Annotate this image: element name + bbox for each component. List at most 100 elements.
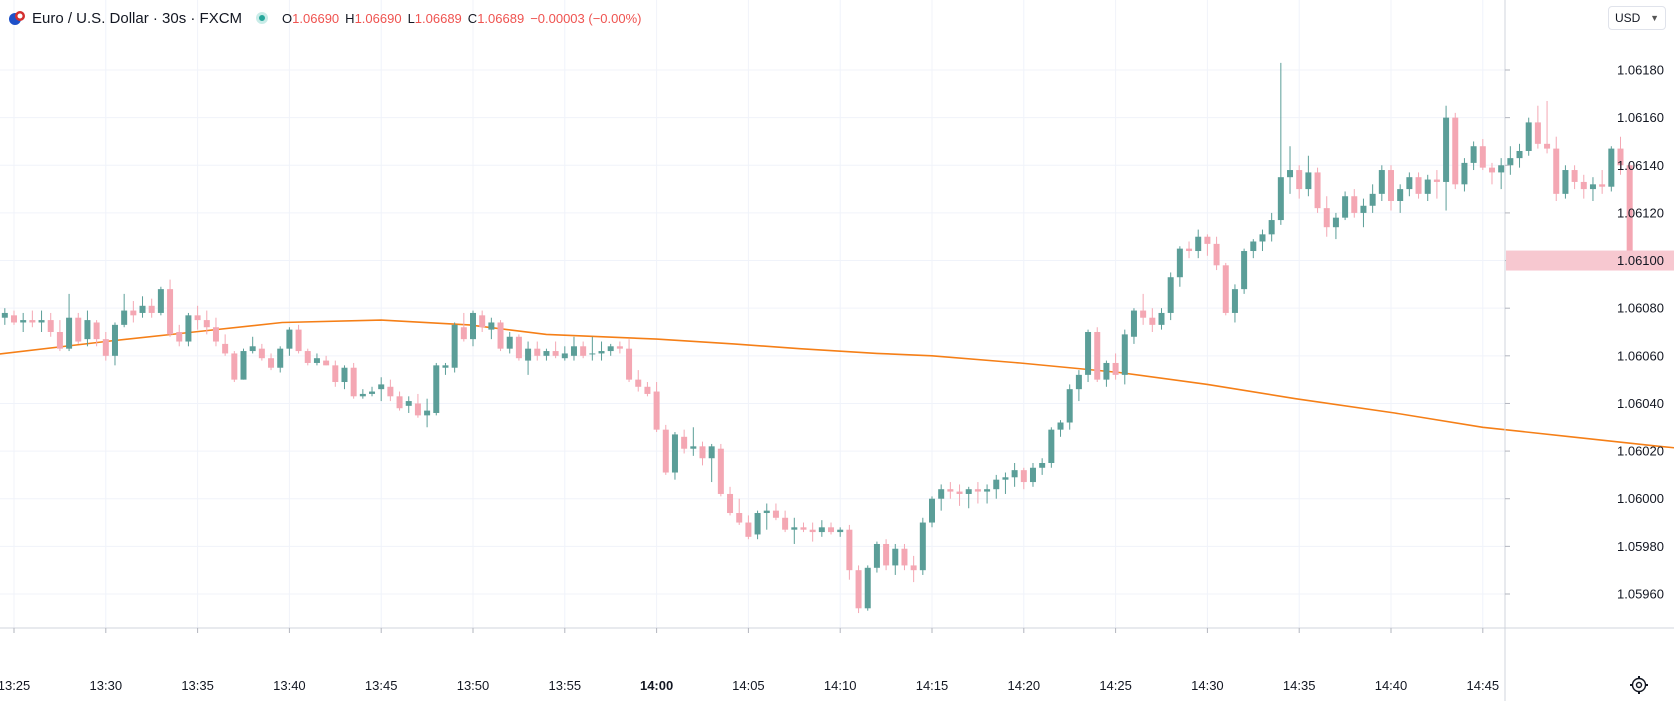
candle-body [864, 567, 871, 609]
y-tick-label: 1.06140 [1617, 158, 1664, 173]
candle-body [1406, 177, 1413, 190]
candle-body [1112, 362, 1119, 375]
ohlc-open: O1.06690 [282, 10, 340, 26]
candle-body [846, 529, 853, 571]
candle-body [929, 498, 935, 523]
candle-body [414, 403, 421, 416]
candle-body [736, 513, 743, 523]
candle-body [323, 360, 330, 366]
candle-body [359, 393, 366, 397]
candle-body [1195, 236, 1202, 252]
candle-body [176, 332, 183, 342]
x-tick-label: 13:30 [90, 678, 123, 693]
candle-body [1296, 170, 1303, 190]
candle-body [332, 365, 339, 383]
candle-body [1176, 248, 1183, 278]
candle-body [111, 324, 118, 356]
candle-body [1553, 148, 1560, 194]
candle-body [589, 353, 596, 355]
candle-body [497, 322, 504, 349]
candle-body [754, 513, 761, 535]
euro-dollar-flag-icon[interactable] [8, 9, 26, 27]
candle-body [1158, 312, 1165, 325]
candle-body [1599, 184, 1606, 187]
candle-body [304, 351, 311, 363]
candle-body [1571, 170, 1578, 182]
candle-body [919, 522, 926, 571]
currency-selector[interactable]: USD ▼ [1608, 6, 1666, 30]
candle-body [1332, 217, 1339, 228]
candle-body [837, 529, 844, 533]
candle-body [616, 346, 623, 349]
candle-body [901, 548, 908, 566]
chevron-down-icon: ▼ [1650, 13, 1659, 23]
candle-body [1433, 179, 1440, 182]
candle-body [378, 384, 385, 390]
x-tick-label: 14:45 [1467, 678, 1500, 693]
candle-body [938, 489, 945, 499]
x-tick-label: 13:50 [457, 678, 490, 693]
candle-body [56, 332, 63, 349]
candle-body [66, 317, 73, 349]
settings-gear-icon[interactable] [1628, 674, 1650, 696]
candle-body [1617, 148, 1624, 166]
candle-body [782, 517, 789, 530]
candle-body [231, 353, 238, 380]
candle-body [121, 310, 128, 325]
symbol-title[interactable]: Euro / U.S. Dollar · 30s · FXCM [32, 9, 243, 27]
candle-body [1479, 146, 1486, 168]
candle-body [708, 446, 715, 459]
candle-body [644, 386, 651, 394]
candle-body [1360, 205, 1367, 213]
candle-body [1534, 122, 1541, 144]
candle-body [570, 346, 577, 356]
moving-average-layer [0, 319, 1674, 449]
x-tick-label: 14:05 [732, 678, 765, 693]
candle-body [1002, 477, 1009, 480]
candle-body [1186, 248, 1193, 252]
y-tick-label: 1.06120 [1617, 205, 1664, 220]
candle-body [818, 527, 825, 533]
candle-body [1277, 177, 1284, 221]
candle-body [681, 436, 688, 449]
candle-body [369, 391, 376, 394]
candle-body [1516, 150, 1523, 159]
candle-body [1544, 143, 1551, 149]
candle-body [1342, 196, 1349, 218]
candle-body [1222, 265, 1229, 313]
candle-body [552, 351, 559, 356]
candle-body [442, 365, 449, 368]
candle-body [543, 351, 550, 356]
candle-body [1140, 310, 1147, 318]
candle-body [1378, 170, 1385, 194]
candle-body [984, 489, 991, 492]
candle-body [277, 348, 284, 368]
candle-body [222, 343, 229, 354]
candle-body [29, 320, 36, 323]
candle-body [1066, 389, 1073, 423]
candle-body [240, 351, 247, 380]
y-tick-label: 1.06160 [1617, 110, 1664, 125]
candle-body [20, 320, 27, 323]
candle-body [258, 348, 265, 359]
candle-body [607, 346, 614, 352]
candle-body [1268, 220, 1275, 235]
x-tick-label: 13:45 [365, 678, 398, 693]
candle-body [1488, 167, 1495, 173]
candles-layer [1, 62, 1633, 614]
candle-body [405, 401, 412, 406]
y-tick-label: 1.05960 [1617, 587, 1664, 602]
candle-body [488, 322, 495, 330]
candle-body [75, 317, 82, 342]
candle-body [1048, 429, 1055, 463]
candle-body [1525, 122, 1532, 151]
candle-body [1470, 146, 1477, 163]
candle-body [1608, 148, 1615, 187]
price-change: −0.00003 (−0.00%) [530, 10, 642, 26]
candle-body [1057, 422, 1064, 430]
candle-body [470, 312, 476, 340]
candle-body [1388, 170, 1394, 201]
candle-body [598, 351, 605, 354]
x-tick-label: 14:30 [1191, 678, 1224, 693]
